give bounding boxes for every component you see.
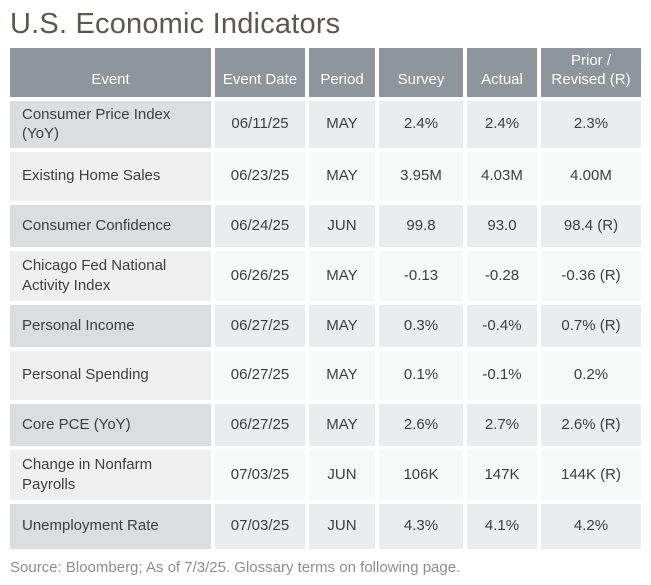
prior-revised-cell: 2.6% (R) bbox=[541, 403, 641, 446]
survey-cell: -0.13 bbox=[379, 250, 463, 301]
prior-revised-cell: 4.2% bbox=[541, 503, 641, 549]
event-cell: Personal Income bbox=[10, 304, 211, 347]
event-cell: Personal Spending bbox=[10, 350, 211, 400]
page-title: U.S. Economic Indicators bbox=[10, 8, 341, 40]
column-header-survey: Survey bbox=[379, 48, 463, 97]
actual-cell: -0.28 bbox=[467, 250, 537, 301]
event-date-cell: 07/03/25 bbox=[215, 503, 305, 549]
actual-cell: -0.1% bbox=[467, 350, 537, 400]
period-cell: JUN bbox=[309, 204, 375, 247]
table-body: Consumer Price Index (YoY) 06/11/25 MAY … bbox=[10, 100, 641, 549]
table-header: Event Event Date Period Survey Actual Pr… bbox=[10, 48, 641, 97]
survey-cell: 2.4% bbox=[379, 100, 463, 148]
table-row: Consumer Price Index (YoY) 06/11/25 MAY … bbox=[10, 100, 641, 148]
table-row: Change in Nonfarm Payrolls 07/03/25 JUN … bbox=[10, 449, 641, 500]
column-header-actual: Actual bbox=[467, 48, 537, 97]
survey-cell: 0.3% bbox=[379, 304, 463, 347]
table-row: Existing Home Sales 06/23/25 MAY 3.95M 4… bbox=[10, 151, 641, 201]
event-cell: Change in Nonfarm Payrolls bbox=[10, 449, 211, 500]
survey-cell: 99.8 bbox=[379, 204, 463, 247]
actual-cell: 4.03M bbox=[467, 151, 537, 201]
table-row: Chicago Fed National Activity Index 06/2… bbox=[10, 250, 641, 301]
event-date-cell: 06/27/25 bbox=[215, 304, 305, 347]
survey-cell: 0.1% bbox=[379, 350, 463, 400]
period-cell: MAY bbox=[309, 304, 375, 347]
survey-cell: 4.3% bbox=[379, 503, 463, 549]
period-cell: JUN bbox=[309, 449, 375, 500]
event-cell: Consumer Price Index (YoY) bbox=[10, 100, 211, 148]
column-header-event: Event bbox=[10, 48, 211, 97]
actual-cell: 2.4% bbox=[467, 100, 537, 148]
survey-cell: 106K bbox=[379, 449, 463, 500]
source-note: Source: Bloomberg; As of 7/3/25. Glossar… bbox=[10, 558, 461, 576]
event-date-cell: 06/27/25 bbox=[215, 403, 305, 446]
event-date-cell: 07/03/25 bbox=[215, 449, 305, 500]
prior-revised-cell: 2.3% bbox=[541, 100, 641, 148]
event-date-cell: 06/26/25 bbox=[215, 250, 305, 301]
prior-revised-cell: 144K (R) bbox=[541, 449, 641, 500]
event-date-cell: 06/27/25 bbox=[215, 350, 305, 400]
period-cell: MAY bbox=[309, 350, 375, 400]
table-row: Unemployment Rate 07/03/25 JUN 4.3% 4.1%… bbox=[10, 503, 641, 549]
actual-cell: 4.1% bbox=[467, 503, 537, 549]
column-header-period: Period bbox=[309, 48, 375, 97]
prior-revised-cell: 0.7% (R) bbox=[541, 304, 641, 347]
event-cell: Chicago Fed National Activity Index bbox=[10, 250, 211, 301]
prior-revised-cell: 0.2% bbox=[541, 350, 641, 400]
period-cell: MAY bbox=[309, 403, 375, 446]
event-date-cell: 06/23/25 bbox=[215, 151, 305, 201]
column-header-prior-revised: Prior / Revised (R) bbox=[541, 48, 641, 97]
event-cell: Core PCE (YoY) bbox=[10, 403, 211, 446]
table-row: Personal Income 06/27/25 MAY 0.3% -0.4% … bbox=[10, 304, 641, 347]
event-cell: Existing Home Sales bbox=[10, 151, 211, 201]
period-cell: MAY bbox=[309, 250, 375, 301]
table-row: Consumer Confidence 06/24/25 JUN 99.8 93… bbox=[10, 204, 641, 247]
survey-cell: 3.95M bbox=[379, 151, 463, 201]
prior-revised-cell: 4.00M bbox=[541, 151, 641, 201]
table-row: Personal Spending 06/27/25 MAY 0.1% -0.1… bbox=[10, 350, 641, 400]
actual-cell: 2.7% bbox=[467, 403, 537, 446]
event-cell: Unemployment Rate bbox=[10, 503, 211, 549]
event-date-cell: 06/11/25 bbox=[215, 100, 305, 148]
period-cell: MAY bbox=[309, 151, 375, 201]
survey-cell: 2.6% bbox=[379, 403, 463, 446]
table-row: Core PCE (YoY) 06/27/25 MAY 2.6% 2.7% 2.… bbox=[10, 403, 641, 446]
column-header-event-date: Event Date bbox=[215, 48, 305, 97]
event-cell: Consumer Confidence bbox=[10, 204, 211, 247]
actual-cell: 147K bbox=[467, 449, 537, 500]
actual-cell: 93.0 bbox=[467, 204, 537, 247]
prior-revised-cell: -0.36 (R) bbox=[541, 250, 641, 301]
prior-revised-cell: 98.4 (R) bbox=[541, 204, 641, 247]
actual-cell: -0.4% bbox=[467, 304, 537, 347]
period-cell: JUN bbox=[309, 503, 375, 549]
header-row: Event Event Date Period Survey Actual Pr… bbox=[10, 48, 641, 97]
period-cell: MAY bbox=[309, 100, 375, 148]
event-date-cell: 06/24/25 bbox=[215, 204, 305, 247]
economic-indicators-table: Event Event Date Period Survey Actual Pr… bbox=[6, 44, 645, 553]
